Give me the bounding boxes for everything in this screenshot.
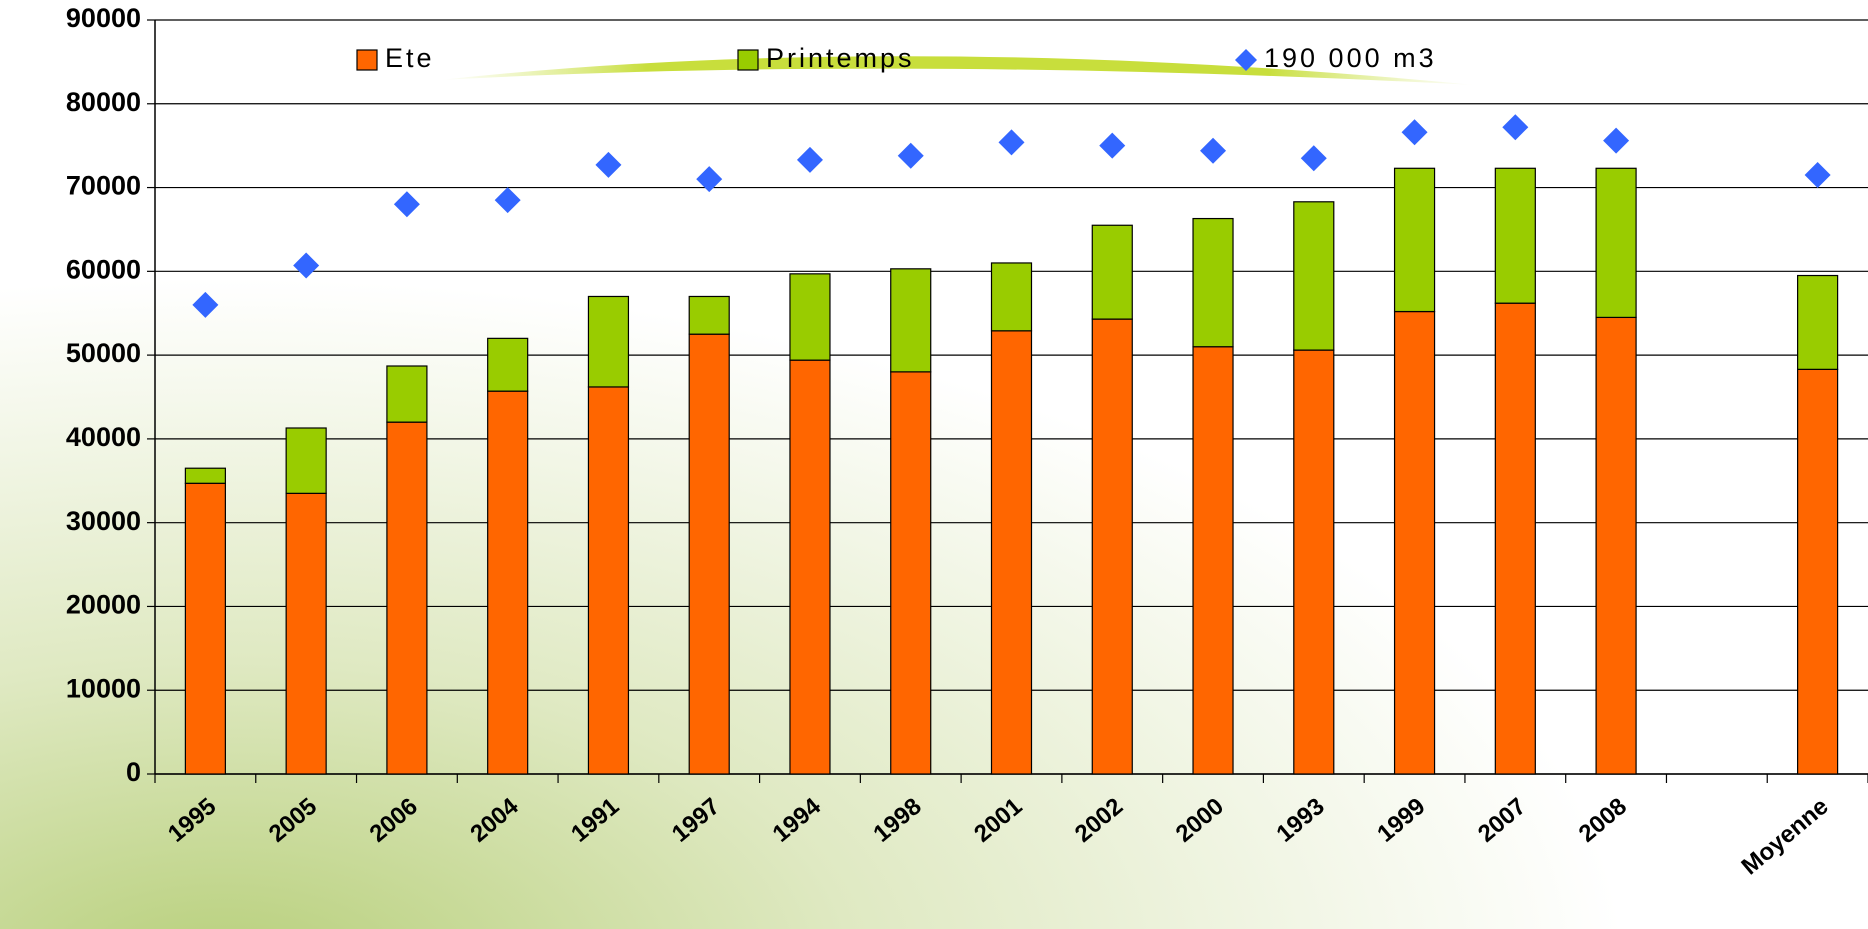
diamond-marker — [1502, 114, 1529, 141]
y-tick-label: 10000 — [66, 673, 141, 703]
diamond-marker — [696, 166, 723, 193]
legend-swatch — [737, 49, 759, 71]
bar-segment — [487, 337, 529, 392]
bar-segment — [789, 273, 831, 361]
y-tick-label: 80000 — [66, 87, 141, 117]
y-tick-label: 90000 — [66, 3, 141, 33]
bar-segment — [1091, 318, 1133, 775]
bar-segment — [1393, 310, 1436, 775]
bar-segment — [1494, 167, 1536, 304]
legend-swatch — [356, 49, 378, 71]
diamond-marker — [796, 146, 823, 173]
legend-label: 190 000 m3 — [1264, 43, 1437, 73]
bar-segment — [1797, 274, 1839, 370]
diamond-marker — [998, 129, 1025, 156]
bar-segment — [386, 365, 428, 423]
diamond-marker — [595, 151, 622, 178]
y-tick-label: 40000 — [66, 422, 141, 452]
diamond-marker — [1804, 161, 1831, 188]
bar-segment — [587, 386, 630, 775]
legend-label: Ete — [385, 43, 435, 73]
bar-segment — [1293, 201, 1335, 351]
bar-segment — [990, 262, 1033, 332]
bar-segment — [184, 467, 226, 484]
y-tick-label: 20000 — [66, 590, 141, 620]
bar-segment — [1494, 302, 1536, 775]
legend-swatch — [1235, 49, 1257, 71]
bar-segment — [1091, 224, 1133, 320]
diamond-marker — [1603, 127, 1630, 154]
y-tick-label: 0 — [126, 757, 141, 787]
legend-label: Printemps — [766, 43, 915, 73]
y-tick-label: 30000 — [66, 506, 141, 536]
bar-segment — [487, 390, 529, 775]
bar-segment — [890, 371, 932, 775]
bar-segment — [1192, 217, 1234, 348]
diamond-marker — [393, 191, 420, 218]
bar-segment — [688, 295, 730, 335]
diamond-marker — [1200, 137, 1227, 164]
bar-segment — [386, 421, 428, 775]
bar-segment — [990, 330, 1033, 775]
diamond-marker — [1300, 145, 1327, 172]
bar-segment — [890, 268, 932, 373]
bar-segment — [285, 427, 327, 494]
y-tick-label: 60000 — [66, 254, 141, 284]
diamond-marker — [494, 187, 521, 214]
diamond-marker — [293, 252, 320, 279]
bar-segment — [1797, 368, 1839, 775]
bar-segment — [1192, 346, 1234, 775]
bar-segment — [1595, 316, 1637, 775]
diamond-marker — [897, 142, 924, 169]
bar-segment — [789, 359, 831, 775]
bar-segment — [688, 333, 730, 775]
diamond-marker — [1401, 119, 1428, 146]
bar-segment — [184, 482, 226, 775]
bar-segment — [285, 492, 327, 775]
bar-segment — [587, 295, 630, 388]
bar-segment — [1293, 349, 1335, 775]
diamond-marker — [1099, 132, 1126, 159]
y-tick-label: 70000 — [66, 171, 141, 201]
decorative-swoosh — [440, 56, 1475, 85]
bar-segment — [1393, 167, 1436, 313]
diamond-marker — [192, 291, 219, 318]
bar-segment — [1595, 167, 1637, 319]
y-tick-label: 50000 — [66, 338, 141, 368]
